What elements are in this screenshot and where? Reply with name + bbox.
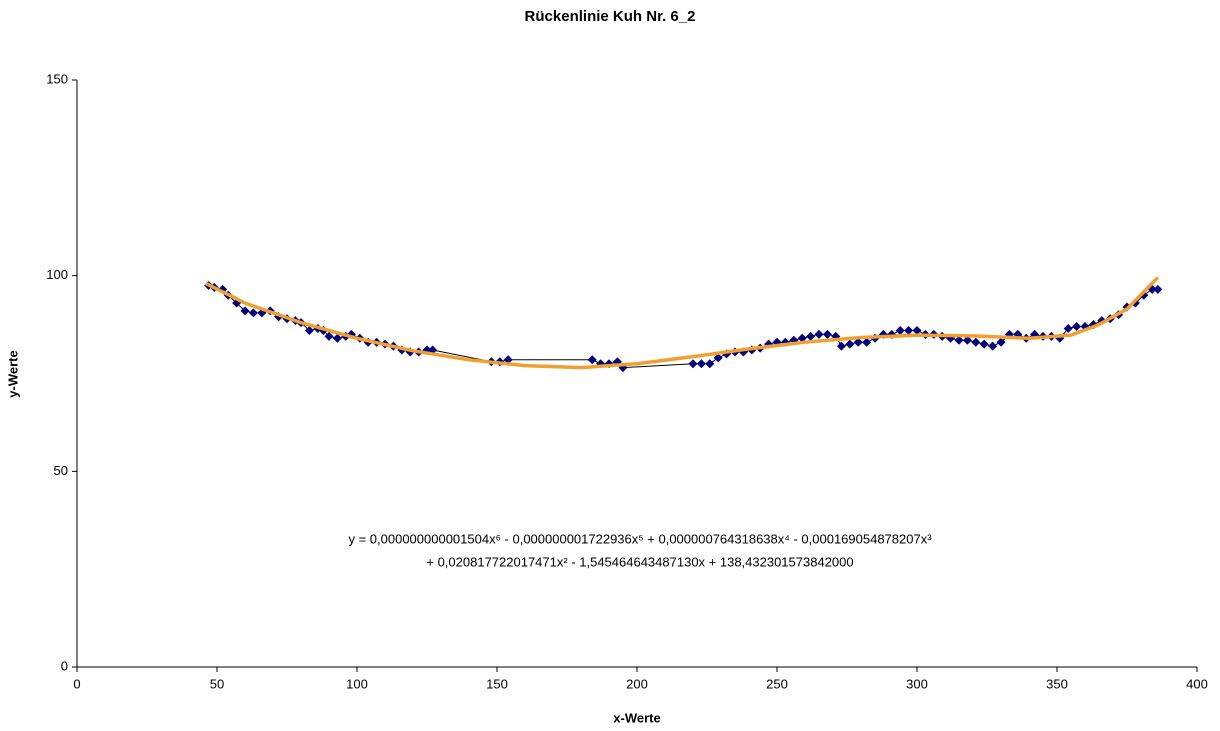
x-tick-label: 400 bbox=[1186, 676, 1208, 691]
data-point bbox=[806, 331, 816, 341]
data-point bbox=[332, 333, 342, 343]
x-tick-label: 0 bbox=[73, 676, 80, 691]
x-tick-label: 200 bbox=[626, 676, 648, 691]
x-tick-label: 50 bbox=[210, 676, 224, 691]
data-point bbox=[814, 329, 824, 339]
data-point bbox=[587, 355, 597, 365]
data-point bbox=[688, 359, 698, 369]
data-point bbox=[912, 325, 922, 335]
x-tick-label: 300 bbox=[906, 676, 928, 691]
data-point bbox=[248, 308, 258, 318]
data-point bbox=[822, 329, 832, 339]
x-tick-label: 350 bbox=[1046, 676, 1068, 691]
data-point bbox=[962, 335, 972, 345]
data-point bbox=[862, 337, 872, 347]
chart-title: Rückenlinie Kuh Nr. 6_2 bbox=[525, 8, 696, 25]
x-axis-title: x-Werte bbox=[613, 710, 660, 725]
y-axis-title: y-Werte bbox=[5, 350, 20, 397]
data-point bbox=[853, 337, 863, 347]
y-tick-label: 0 bbox=[61, 658, 68, 673]
x-tick-label: 100 bbox=[346, 676, 368, 691]
data-point bbox=[996, 337, 1006, 347]
data-point bbox=[1063, 323, 1073, 333]
data-point bbox=[705, 359, 715, 369]
data-point bbox=[1072, 322, 1082, 332]
equation: + 0,020817722017471x² - 1,54546464348713… bbox=[426, 554, 853, 569]
data-point bbox=[696, 359, 706, 369]
data-line bbox=[208, 284, 1158, 369]
data-point bbox=[971, 337, 981, 347]
data-point bbox=[324, 331, 334, 341]
trendline bbox=[205, 276, 1160, 370]
y-tick-label: 50 bbox=[54, 463, 68, 478]
data-point bbox=[240, 306, 250, 316]
y-tick-label: 150 bbox=[46, 71, 68, 86]
data-point bbox=[845, 339, 855, 349]
data-point bbox=[988, 341, 998, 351]
data-point bbox=[1153, 284, 1163, 294]
equation: y = 0,000000000001504x⁶ - 0,000000001722… bbox=[348, 531, 932, 546]
y-tick-label: 100 bbox=[46, 267, 68, 282]
data-point bbox=[895, 325, 905, 335]
data-point bbox=[979, 339, 989, 349]
x-tick-label: 150 bbox=[486, 676, 508, 691]
data-point bbox=[304, 325, 314, 335]
data-point bbox=[904, 325, 914, 335]
data-point bbox=[713, 353, 723, 363]
data-point bbox=[954, 335, 964, 345]
x-tick-label: 250 bbox=[766, 676, 788, 691]
data-point bbox=[836, 341, 846, 351]
